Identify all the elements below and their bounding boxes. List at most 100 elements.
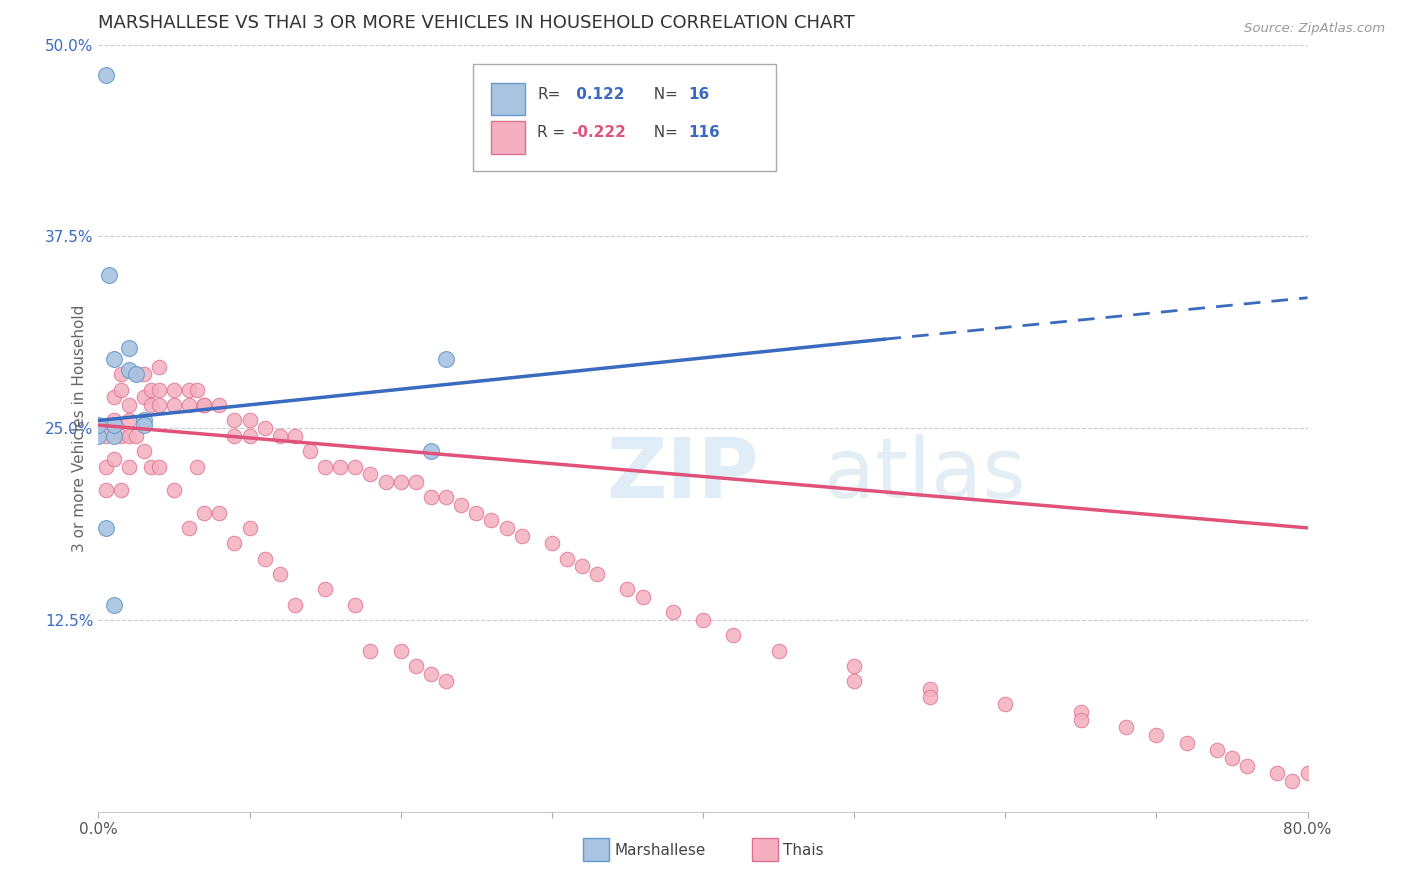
Point [94,429,117,443]
Text: R=: R= [537,87,561,102]
Point [1327,766,1350,780]
Point [87,429,110,443]
Point [1070,705,1092,719]
Point [208,506,231,520]
Point [1236,758,1258,772]
Text: Thais: Thais [783,843,824,857]
Point [420,444,443,458]
Point [110,483,132,497]
Point [918,681,941,696]
Point [103,418,125,433]
Point [163,383,186,397]
Point [1327,766,1350,780]
Point [844,659,866,673]
Point [118,459,141,474]
Text: Source: ZipAtlas.com: Source: ZipAtlas.com [1244,22,1385,36]
Point [661,605,683,619]
Point [163,483,186,497]
Point [94,521,117,535]
Point [434,352,457,367]
Point [1144,728,1167,742]
Point [481,513,503,527]
Point [314,582,336,597]
Point [555,551,578,566]
Text: Marshallese: Marshallese [614,843,706,857]
Point [405,659,427,673]
Point [314,459,336,474]
Point [103,391,125,405]
Point [1327,766,1350,780]
Point [1115,720,1137,734]
Point [94,68,117,82]
Point [1327,766,1350,780]
Point [118,429,141,443]
Point [110,368,132,382]
Point [1327,766,1350,780]
Point [148,383,170,397]
Point [269,566,291,581]
Point [465,506,488,520]
Point [110,383,132,397]
Point [224,413,246,427]
Point [118,413,141,427]
Point [1327,766,1350,780]
Point [1327,766,1350,780]
Point [374,475,396,489]
Point [284,598,307,612]
Text: R =: R = [537,125,565,140]
Point [844,674,866,689]
Point [1327,766,1350,780]
Point [1206,743,1229,757]
Text: ZIP: ZIP [606,434,759,515]
Point [186,383,208,397]
Point [344,459,367,474]
Point [208,398,231,412]
Point [1327,766,1350,780]
Point [1281,774,1303,789]
Point [420,666,443,681]
Point [1327,766,1350,780]
Point [193,398,215,412]
Point [510,528,533,542]
Point [118,398,141,412]
Text: -0.222: -0.222 [571,125,626,140]
Point [420,490,443,504]
Point [94,483,117,497]
Point [994,698,1017,712]
Point [132,413,155,427]
Point [239,521,262,535]
Point [450,498,472,512]
Y-axis label: 3 or more Vehicles in Household: 3 or more Vehicles in Household [72,304,87,552]
Point [163,398,186,412]
FancyBboxPatch shape [492,83,526,115]
Point [98,268,121,282]
Point [723,628,745,642]
Point [1296,766,1319,780]
Point [344,598,367,612]
Point [87,418,110,433]
Point [389,475,412,489]
Point [118,342,141,356]
Point [103,413,125,427]
Point [1327,766,1350,780]
Text: N=: N= [644,87,682,102]
Point [631,590,654,604]
FancyBboxPatch shape [474,64,776,171]
Point [224,429,246,443]
Point [918,690,941,704]
Point [179,398,201,412]
Point [141,398,163,412]
Text: 116: 116 [689,125,720,140]
Point [179,383,201,397]
Point [239,429,262,443]
Point [141,459,163,474]
Point [434,674,457,689]
Text: 16: 16 [689,87,710,102]
Point [586,566,609,581]
Point [692,613,714,627]
Point [253,551,276,566]
Point [132,368,155,382]
Point [1175,736,1198,750]
Point [1327,766,1350,780]
Point [148,459,170,474]
